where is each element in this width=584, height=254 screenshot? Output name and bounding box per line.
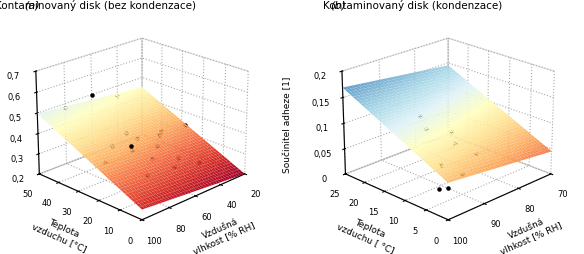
Text: Kontaminovaný disk (bez kondenzace): Kontaminovaný disk (bez kondenzace) [0,0,196,11]
Y-axis label: Teplota
vzduchu [ °C]: Teplota vzduchu [ °C] [336,211,400,254]
Text: (a): (a) [24,0,40,10]
X-axis label: Vzdušná
vlhkost [% RH]: Vzdušná vlhkost [% RH] [188,210,257,254]
Text: Kontaminovaný disk (kondenzace): Kontaminovaný disk (kondenzace) [323,0,502,11]
Text: (b): (b) [331,0,346,10]
Y-axis label: Teplota
vzduchu [°C]: Teplota vzduchu [°C] [31,212,92,253]
X-axis label: Vzdušná
vlhkost [% RH]: Vzdušná vlhkost [% RH] [494,210,563,254]
